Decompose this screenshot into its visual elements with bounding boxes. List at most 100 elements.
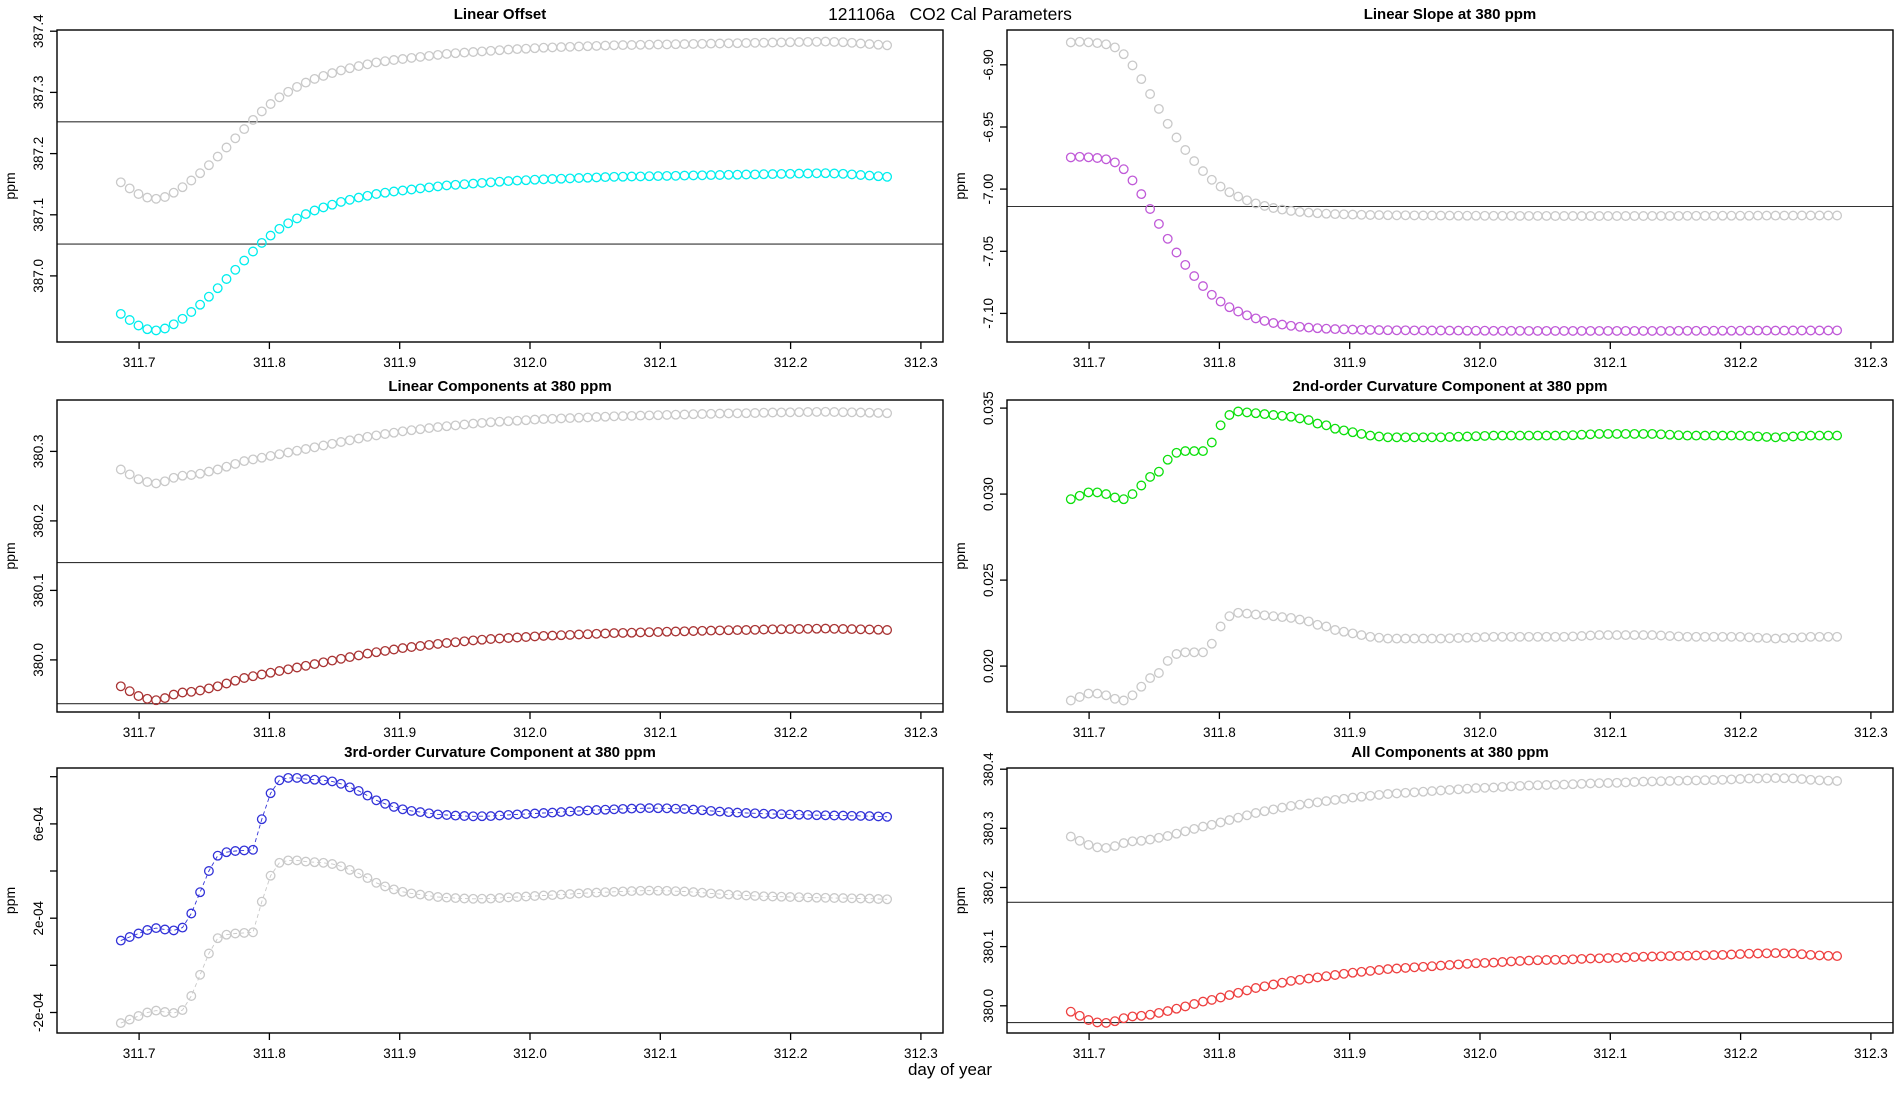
x-tick-label: 311.7 bbox=[1073, 1046, 1106, 1061]
y-tick-label: 380.3 bbox=[31, 435, 46, 469]
series-points-gray-reference bbox=[115, 406, 893, 489]
x-tick-label: 311.8 bbox=[1203, 725, 1236, 740]
series-points-blue-current bbox=[115, 772, 893, 946]
y-axis-label: ppm bbox=[952, 172, 968, 199]
y-axis-label: ppm bbox=[2, 887, 18, 914]
x-tick-label: 312.3 bbox=[1854, 725, 1888, 740]
y-tick-label: 0.025 bbox=[981, 563, 996, 597]
y-tick-label: 387.2 bbox=[31, 137, 46, 171]
y-tick-label: 380.2 bbox=[981, 871, 996, 905]
x-axis-label: day of year bbox=[907, 1060, 993, 1079]
x-tick-label: 312.2 bbox=[1724, 1046, 1758, 1061]
x-tick-label: 311.7 bbox=[123, 355, 156, 370]
panel-title-all-components: All Components at 380 ppm bbox=[1351, 744, 1549, 761]
x-tick-label: 312.0 bbox=[1463, 1046, 1497, 1061]
x-tick-label: 312.3 bbox=[1854, 355, 1888, 370]
y-tick-label: 0.020 bbox=[981, 649, 996, 683]
x-tick-label: 311.7 bbox=[1073, 725, 1106, 740]
x-tick-label: 312.0 bbox=[513, 725, 547, 740]
y-tick-label: 380.0 bbox=[31, 643, 46, 677]
x-tick-label: 311.8 bbox=[253, 725, 286, 740]
y-tick-label: 387.4 bbox=[31, 14, 46, 48]
y-tick-label: 380.1 bbox=[31, 574, 46, 608]
series-points-gray-reference bbox=[115, 36, 893, 204]
plot-box bbox=[56, 767, 944, 1034]
x-tick-label: 312.1 bbox=[1593, 355, 1627, 370]
series-points-red-current bbox=[1065, 948, 1843, 1028]
x-tick-label: 311.9 bbox=[383, 1046, 416, 1061]
x-tick-label: 311.8 bbox=[253, 355, 286, 370]
y-tick-label: 6e-04 bbox=[31, 806, 46, 841]
x-tick-label: 312.1 bbox=[643, 355, 677, 370]
panel-title-2nd-order-curvature: 2nd-order Curvature Component at 380 ppm bbox=[1292, 378, 1608, 395]
y-tick-label: 380.0 bbox=[981, 989, 996, 1023]
x-tick-label: 311.7 bbox=[123, 1046, 156, 1061]
x-tick-label: 312.3 bbox=[904, 355, 938, 370]
y-tick-label: -7.10 bbox=[981, 298, 996, 329]
x-tick-label: 312.2 bbox=[1724, 355, 1758, 370]
x-tick-label: 312.0 bbox=[1463, 355, 1497, 370]
y-axis-label: ppm bbox=[952, 542, 968, 569]
x-tick-label: 312.3 bbox=[904, 1046, 938, 1061]
y-tick-label: 0.035 bbox=[981, 391, 996, 425]
plot-box bbox=[56, 29, 944, 343]
x-tick-label: 311.8 bbox=[1203, 355, 1236, 370]
series-points-cyan-current bbox=[115, 168, 893, 336]
x-tick-label: 312.0 bbox=[513, 1046, 547, 1061]
x-tick-label: 311.8 bbox=[253, 1046, 286, 1061]
x-tick-label: 312.0 bbox=[1463, 725, 1497, 740]
series-points-darkred-current bbox=[115, 623, 893, 706]
y-tick-label: -7.05 bbox=[981, 236, 996, 267]
plot-box bbox=[1006, 399, 1894, 713]
panel-title-linear-slope: Linear Slope at 380 ppm bbox=[1363, 6, 1537, 23]
x-tick-label: 311.9 bbox=[1333, 355, 1366, 370]
x-tick-label: 312.3 bbox=[1854, 1046, 1888, 1061]
y-tick-label: 2e-04 bbox=[31, 900, 46, 935]
x-tick-label: 312.0 bbox=[513, 355, 547, 370]
x-tick-label: 312.3 bbox=[904, 725, 938, 740]
y-axis-label: ppm bbox=[2, 172, 18, 199]
y-tick-label: 387.1 bbox=[31, 198, 46, 232]
y-tick-label: -7.00 bbox=[981, 174, 996, 205]
y-tick-label: 380.3 bbox=[981, 811, 996, 845]
y-tick-label: 387.0 bbox=[31, 259, 46, 293]
x-tick-label: 311.7 bbox=[123, 725, 156, 740]
x-tick-label: 312.2 bbox=[774, 1046, 808, 1061]
x-tick-label: 311.9 bbox=[1333, 725, 1366, 740]
x-tick-label: 312.2 bbox=[774, 725, 808, 740]
x-tick-label: 312.1 bbox=[643, 1046, 677, 1061]
y-tick-label: -2e-04 bbox=[31, 993, 46, 1033]
panel-title-3rd-order-curvature: 3rd-order Curvature Component at 380 ppm bbox=[344, 744, 656, 761]
series-line-gray-reference bbox=[120, 859, 888, 1024]
panel-title-linear-components: Linear Components at 380 ppm bbox=[388, 378, 612, 395]
y-tick-label: 380.1 bbox=[981, 930, 996, 964]
y-tick-label: 387.3 bbox=[31, 76, 46, 110]
y-tick-label: 0.030 bbox=[981, 477, 996, 511]
plot-box bbox=[1006, 767, 1894, 1034]
x-tick-label: 312.1 bbox=[1593, 725, 1627, 740]
y-tick-label: -6.95 bbox=[981, 112, 996, 143]
series-points-gray-reference bbox=[1065, 607, 1843, 706]
x-tick-label: 311.7 bbox=[1073, 355, 1106, 370]
y-axis-label: ppm bbox=[2, 542, 18, 569]
x-tick-label: 311.8 bbox=[1203, 1046, 1236, 1061]
x-tick-label: 312.2 bbox=[774, 355, 808, 370]
y-tick-label: -6.90 bbox=[981, 49, 996, 80]
y-tick-label: 380.4 bbox=[981, 752, 996, 786]
y-axis-label: ppm bbox=[952, 887, 968, 914]
series-points-purple-current bbox=[1065, 151, 1843, 336]
plot-box bbox=[1006, 29, 1894, 343]
x-tick-label: 312.1 bbox=[1593, 1046, 1627, 1061]
series-points-gray-reference bbox=[1065, 36, 1843, 221]
series-points-gray-reference bbox=[115, 855, 893, 1029]
x-tick-label: 311.9 bbox=[383, 725, 416, 740]
x-tick-label: 312.2 bbox=[1724, 725, 1758, 740]
series-line-blue-current bbox=[120, 777, 888, 942]
series-points-green-current bbox=[1065, 406, 1843, 505]
x-tick-label: 311.9 bbox=[383, 355, 416, 370]
x-tick-label: 311.9 bbox=[1333, 1046, 1366, 1061]
main-title: 121106a CO2 Cal Parameters bbox=[828, 4, 1072, 24]
plot-box bbox=[56, 399, 944, 713]
